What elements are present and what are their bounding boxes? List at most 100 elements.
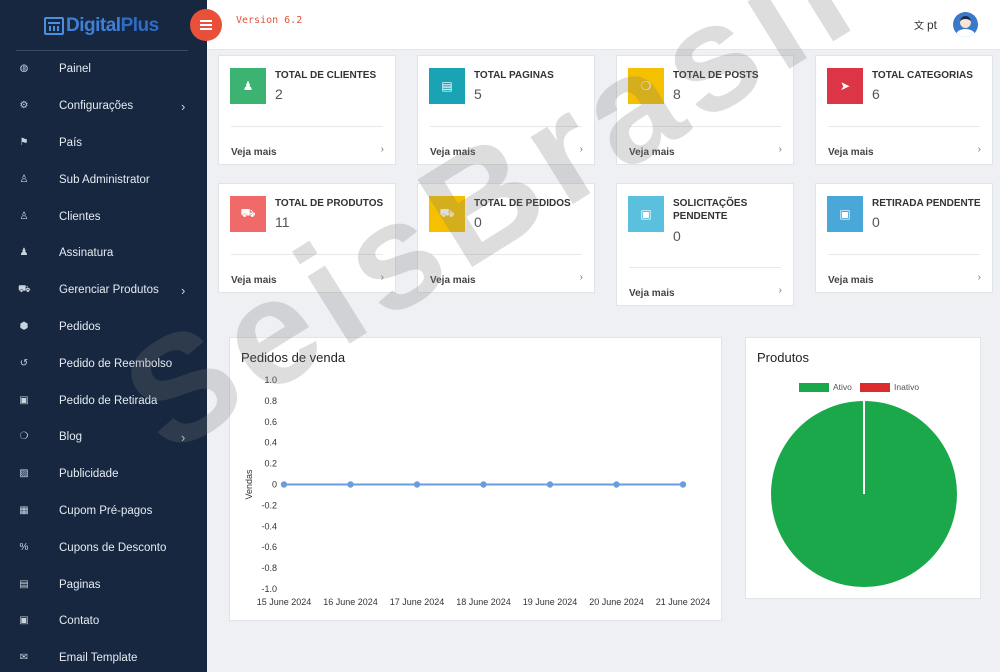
- sidebar-item-label: País: [59, 136, 83, 149]
- divider: [231, 126, 383, 127]
- store-icon: [44, 17, 64, 35]
- x-tick-label: 16 June 2024: [323, 597, 378, 607]
- products-pie-chart: Ativo Inativo: [771, 382, 957, 587]
- percent-icon: %: [19, 541, 29, 553]
- divider: [828, 126, 980, 127]
- stat-card-title: RETIRADA PENDENTE: [872, 198, 981, 209]
- chevron-right-icon[interactable]: ›: [977, 272, 981, 283]
- comments-icon: ❍: [19, 431, 29, 443]
- file-icon: ▤: [429, 68, 465, 104]
- sidebar-item-label: Paginas: [59, 578, 101, 591]
- see-more-link[interactable]: Veja mais: [629, 147, 675, 158]
- sidebar-item-label: Email Template: [59, 652, 138, 665]
- sidebar-item[interactable]: ◍ Painel: [0, 51, 207, 88]
- chevron-right-icon[interactable]: ›: [579, 272, 583, 283]
- chevron-right-icon[interactable]: ›: [380, 144, 384, 155]
- money-icon: ▣: [628, 196, 664, 232]
- stat-card-value: 0: [872, 214, 880, 230]
- sidebar-item[interactable]: ✉ Email Template: [0, 640, 207, 672]
- cart-icon: ⛟: [18, 284, 31, 296]
- sales-line-chart: 1.0 0.8 0.6 0.4 0.2 0 -0.2 -0.4 -0.6 -0.8 -1.0 Vend…: [244, 375, 710, 607]
- sidebar-item[interactable]: % Cupons de Desconto: [0, 529, 207, 566]
- see-more-link[interactable]: Veja mais: [430, 275, 476, 286]
- sidebar-item[interactable]: ⬢ Pedidos: [0, 309, 207, 346]
- stat-card-value: 0: [673, 228, 681, 244]
- sidebar-item-label: Gerenciar Produtos: [59, 284, 159, 297]
- envelope-icon: ✉: [19, 652, 29, 664]
- chevron-right-icon[interactable]: ›: [778, 144, 782, 155]
- divider: [430, 126, 582, 127]
- dashboard-icon: ◍: [19, 63, 29, 75]
- sidebar-item[interactable]: ♟ Assinatura: [0, 235, 207, 272]
- sidebar-item[interactable]: ♙ Clientes: [0, 198, 207, 235]
- sidebar-item-label: Pedido de Retirada: [59, 394, 158, 407]
- data-point[interactable]: [679, 481, 687, 488]
- chevron-right-icon[interactable]: ›: [778, 285, 782, 296]
- sidebar-item[interactable]: ▣ Contato: [0, 603, 207, 640]
- legend-swatch[interactable]: [799, 383, 829, 392]
- legend-swatch[interactable]: [860, 383, 890, 392]
- y-tick-label: 0: [272, 480, 277, 490]
- brand-logo[interactable]: Digital Plus: [44, 12, 159, 40]
- sidebar-item[interactable]: ♙ Sub Administrator: [0, 161, 207, 198]
- x-tick-label: 20 June 2024: [589, 597, 644, 607]
- menu-toggle-button[interactable]: [190, 9, 222, 41]
- divider: [430, 254, 582, 255]
- y-tick-label: 0.8: [264, 396, 277, 406]
- data-point[interactable]: [480, 481, 487, 488]
- legend-label[interactable]: Inativo: [894, 382, 919, 392]
- see-more-link[interactable]: Veja mais: [629, 288, 675, 299]
- sidebar-item[interactable]: ❍ Blog ›: [0, 419, 207, 456]
- data-point[interactable]: [347, 481, 354, 488]
- stat-card: ⛟ TOTAL DE PEDIDOS 0 Veja mais ›: [417, 183, 595, 293]
- data-point[interactable]: [613, 481, 620, 488]
- legend-label[interactable]: Ativo: [833, 382, 852, 392]
- sidebar-item[interactable]: ▤ Paginas: [0, 566, 207, 603]
- sidebar-item[interactable]: ↺ Pedido de Reembolso: [0, 345, 207, 382]
- data-point[interactable]: [546, 481, 554, 488]
- sidebar-item[interactable]: ⚑ País: [0, 125, 207, 162]
- stat-card: ❍ TOTAL DE POSTS 8 Veja mais ›: [616, 55, 794, 165]
- chevron-right-icon[interactable]: ›: [380, 272, 384, 283]
- hamburger-icon: [200, 20, 212, 22]
- y-tick-label: -0.8: [261, 563, 277, 573]
- see-more-link[interactable]: Veja mais: [231, 147, 277, 158]
- brand-name-part1: Digital: [66, 15, 121, 36]
- gift-icon: ▦: [19, 504, 29, 516]
- stat-card-title: TOTAL PAGINAS: [474, 70, 554, 81]
- sidebar-item[interactable]: ▨ Publicidade: [0, 456, 207, 493]
- sidebar-item[interactable]: ⚙ Configurações ›: [0, 88, 207, 125]
- sidebar-item[interactable]: ⛟ Gerenciar Produtos ›: [0, 272, 207, 309]
- chevron-right-icon: ›: [181, 282, 186, 298]
- chevron-right-icon[interactable]: ›: [579, 144, 583, 155]
- sidebar-nav: ◍ Painel ⚙ Configurações › ⚑ País ♙ Sub Administ…: [0, 51, 207, 672]
- sales-chart-title: Pedidos de venda: [241, 350, 346, 365]
- see-more-link[interactable]: Veja mais: [231, 275, 277, 286]
- stat-card-value: 5: [474, 86, 482, 102]
- gears-icon: ⚙: [19, 100, 29, 112]
- cart-icon: ⛟: [429, 196, 465, 232]
- sidebar-item-label: Painel: [59, 63, 91, 76]
- brand-name-part2: Plus: [120, 15, 160, 36]
- language-selector[interactable]: 文 pt: [914, 17, 938, 33]
- sidebar-item[interactable]: ▣ Pedido de Retirada: [0, 382, 207, 419]
- chevron-right-icon[interactable]: ›: [977, 144, 981, 155]
- x-tick-label: 17 June 2024: [390, 597, 445, 607]
- money-icon: ▣: [19, 394, 29, 406]
- chevron-right-icon: ›: [181, 98, 186, 114]
- stat-card: ▤ TOTAL PAGINAS 5 Veja mais ›: [417, 55, 595, 165]
- language-label: pt: [927, 17, 938, 32]
- see-more-link[interactable]: Veja mais: [828, 275, 874, 286]
- avatar[interactable]: [953, 12, 978, 37]
- file-icon: ▤: [19, 578, 29, 590]
- data-point[interactable]: [280, 481, 288, 488]
- y-tick-label: -0.6: [261, 542, 277, 552]
- stat-card-title: TOTAL CATEGORIAS: [872, 70, 973, 81]
- see-more-link[interactable]: Veja mais: [430, 147, 476, 158]
- data-point[interactable]: [413, 481, 421, 488]
- divider: [629, 267, 781, 268]
- sidebar-item[interactable]: ▦ Cupom Pré-pagos: [0, 493, 207, 530]
- sidebar: Digital Plus ◍ Painel ⚙ Configurações › ⚑ País ♙…: [0, 0, 207, 672]
- x-tick-label: 15 June 2024: [257, 597, 312, 607]
- see-more-link[interactable]: Veja mais: [828, 147, 874, 158]
